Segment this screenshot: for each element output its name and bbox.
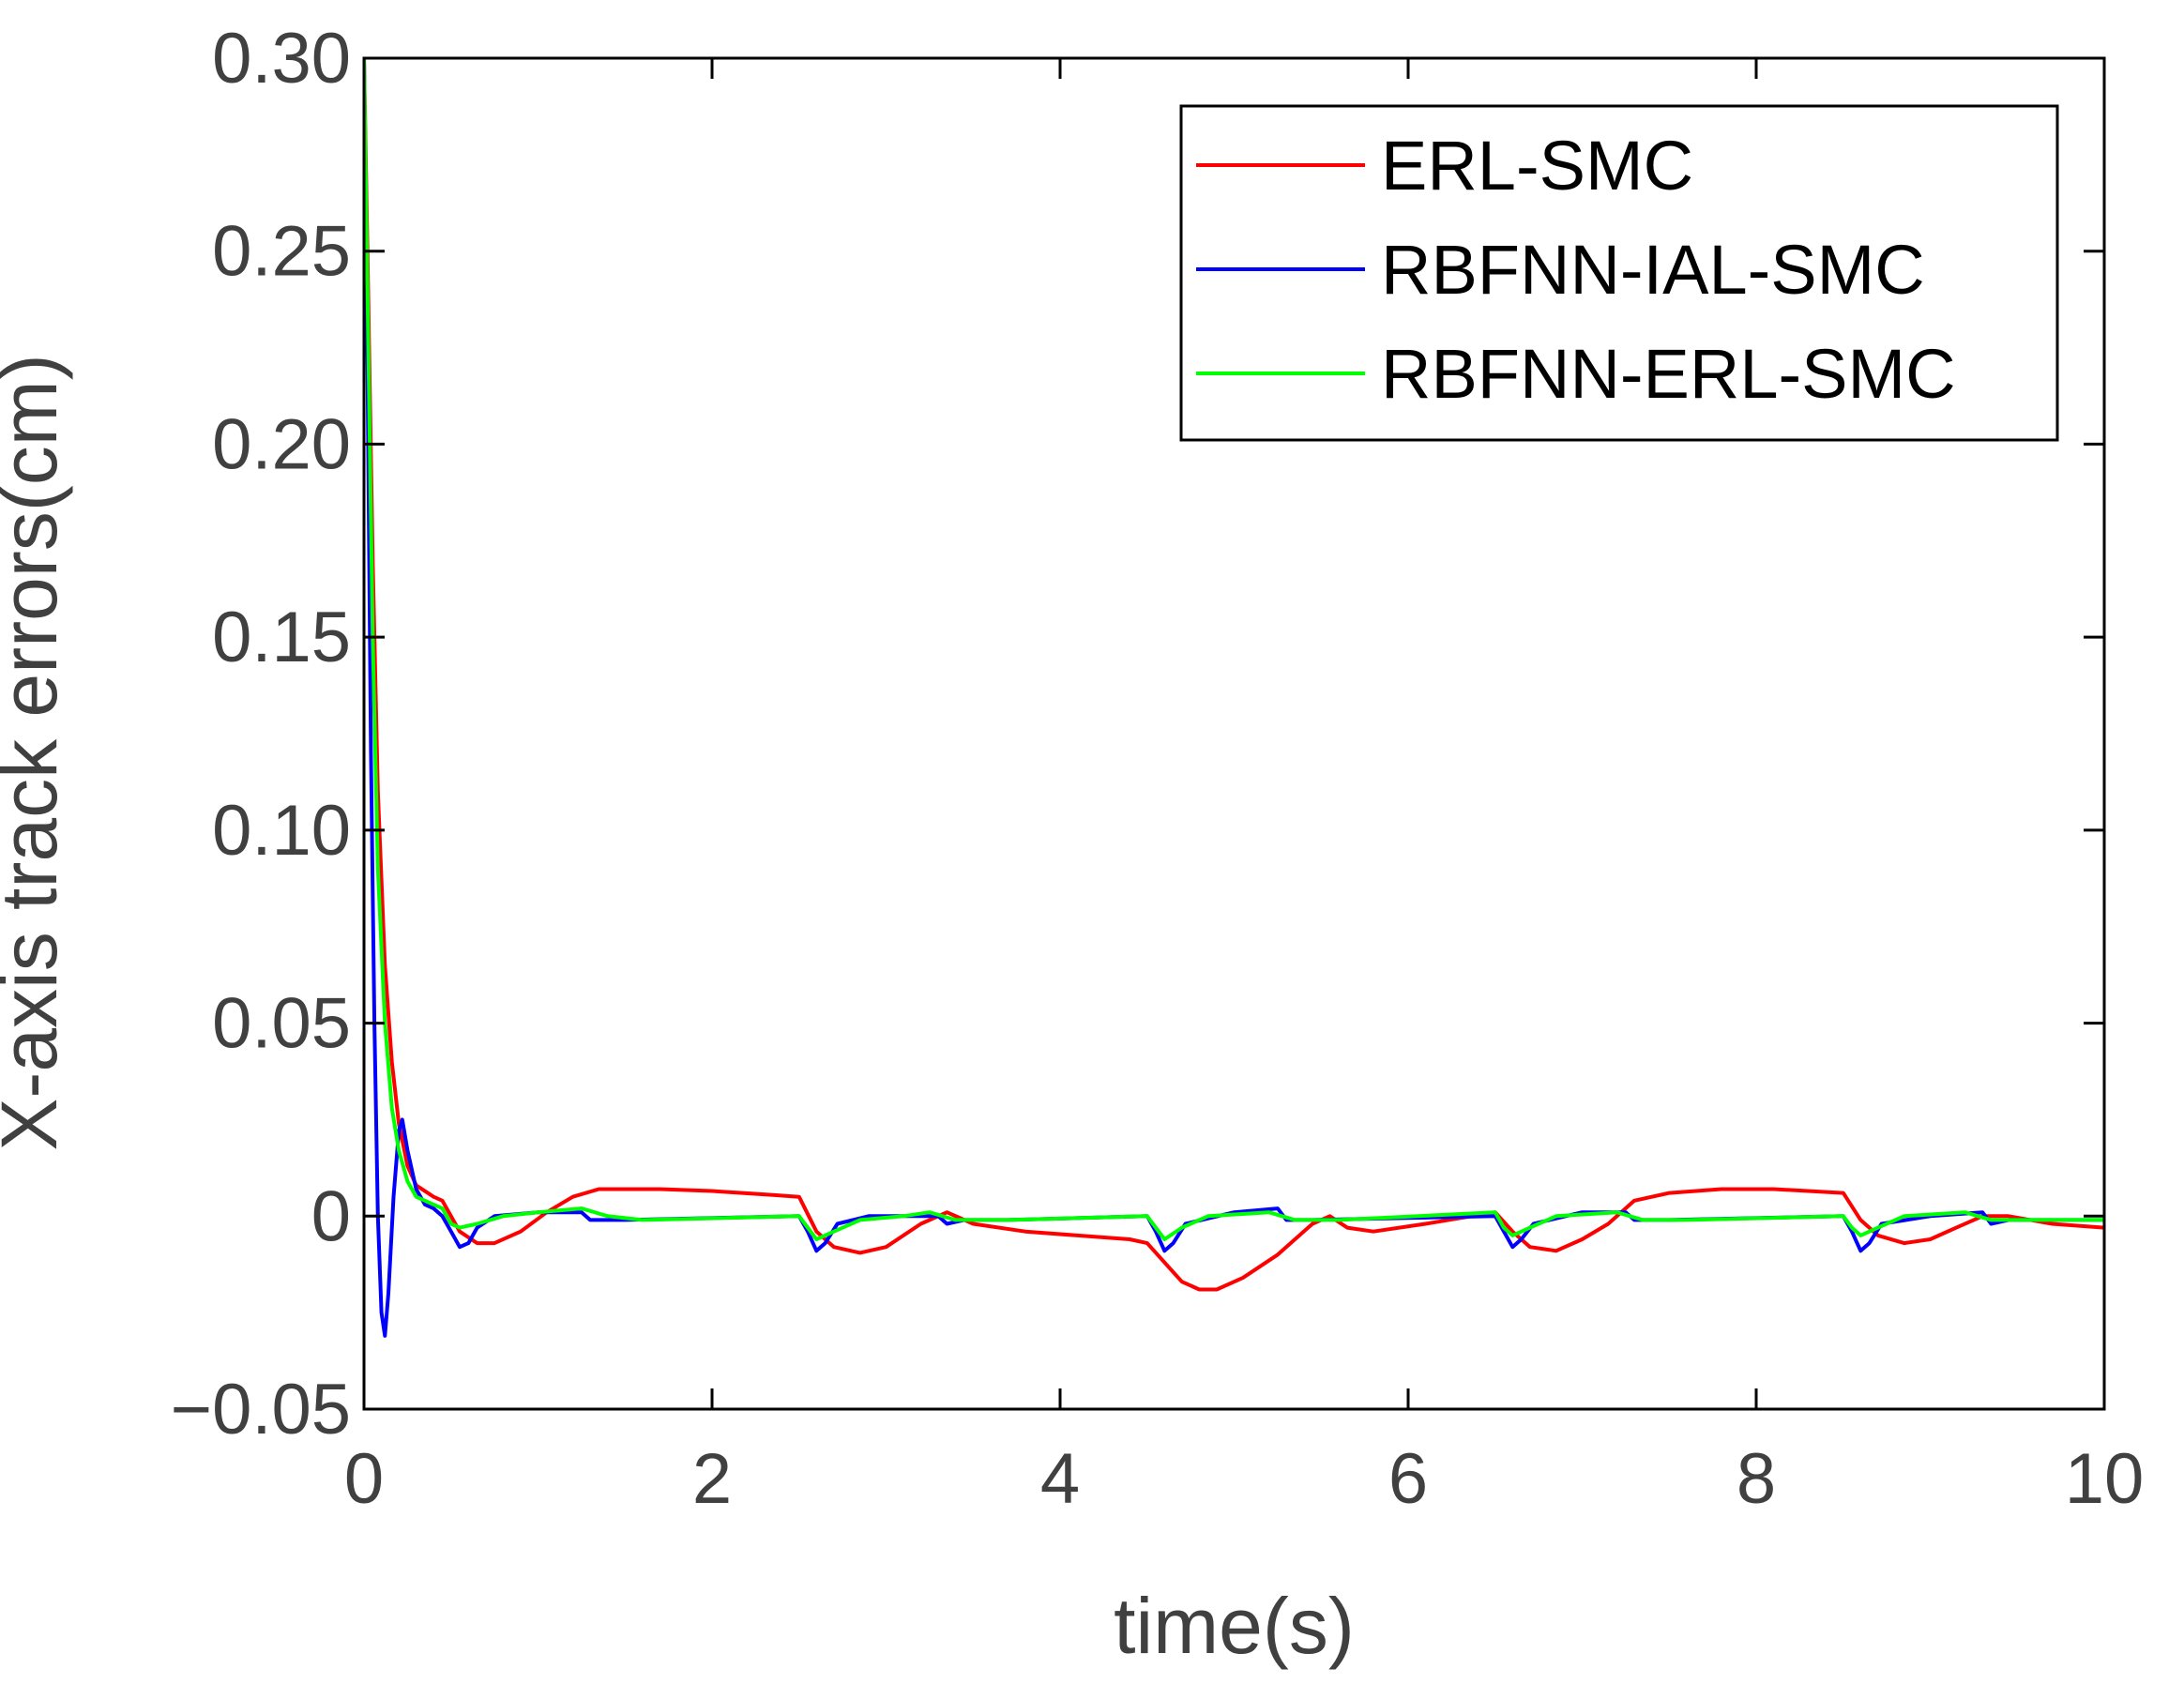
x-axis-title: time(s) — [1114, 1582, 1355, 1670]
x-tick-label: 2 — [692, 1439, 732, 1519]
legend-label: RBFNN-ERL-SMC — [1381, 335, 1956, 413]
y-tick-label: 0.05 — [212, 984, 351, 1064]
legend-items: ERL-SMC RBFNN-IAL-SMC RBFNN-ERL-SMC — [1196, 127, 1956, 413]
series-line-rbfnn-erl-smc — [364, 58, 2104, 1241]
x-tick-label: 8 — [1737, 1439, 1776, 1519]
x-tick-label: 6 — [1388, 1439, 1428, 1519]
legend-label: RBFNN-IAL-SMC — [1381, 231, 1925, 309]
y-tick-label: 0.20 — [212, 404, 351, 484]
legend-box — [1179, 104, 2059, 442]
x-tick-label: 4 — [1040, 1439, 1080, 1519]
y-tick-label: 0.30 — [212, 19, 351, 99]
y-tick-label: 0 — [311, 1176, 351, 1256]
y-tick-label: 0.25 — [212, 212, 351, 292]
legend: ERL-SMC RBFNN-IAL-SMC RBFNN-ERL-SMC — [1179, 104, 2059, 442]
y-tick-label: 0.10 — [212, 791, 351, 871]
series-layer — [364, 58, 2104, 1338]
y-tick-label: 0.15 — [212, 598, 351, 677]
x-tick-label: 10 — [2065, 1439, 2145, 1519]
y-tick-label: −0.05 — [171, 1370, 351, 1449]
y-axis-title: X-axis track errors(cm) — [0, 354, 73, 1150]
plot-area-frame — [362, 56, 2106, 1411]
legend-label: ERL-SMC — [1381, 127, 1693, 205]
series-line-erl-smc — [364, 58, 2104, 1292]
x-tick-label: 0 — [344, 1439, 384, 1519]
